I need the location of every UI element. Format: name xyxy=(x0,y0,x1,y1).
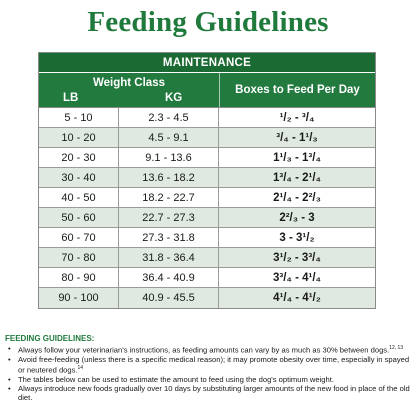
table-row: 80 - 90 36.4 - 40.9 3³/₄ - 4¹/₄ xyxy=(39,268,375,288)
table-row: 60 - 70 27.3 - 31.8 3 - 3¹/₂ xyxy=(39,228,375,248)
kg-cell: 4.5 - 9.1 xyxy=(119,128,219,147)
note-text: Avoid free-feeding (unless there is a sp… xyxy=(18,354,410,375)
note-text: The tables below can be used to estimate… xyxy=(18,374,334,384)
boxes-cell: 3 - 3¹/₂ xyxy=(279,231,315,244)
note-item: Always introduce new foods gradually ove… xyxy=(5,384,413,402)
lb-cell: 70 - 80 xyxy=(39,248,119,267)
lb-cell: 30 - 40 xyxy=(39,168,119,187)
note-reference: 12, 13 xyxy=(389,345,404,352)
kg-cell: 27.3 - 31.8 xyxy=(119,228,219,247)
table-band-maintenance: MAINTENANCE xyxy=(39,53,375,73)
kg-cell: 31.8 - 36.4 xyxy=(119,248,219,267)
feeding-notes: FEEDING GUIDELINES: Always follow your v… xyxy=(5,334,413,402)
boxes-cell: ³/₄ - 1¹/₃ xyxy=(276,131,318,144)
table-row: 90 - 100 40.9 - 45.5 4¹/₄ - 4¹/₂ xyxy=(39,288,375,308)
boxes-cell: 2¹/₄ - 2²/₃ xyxy=(273,191,321,204)
lb-cell: 40 - 50 xyxy=(39,188,119,207)
kg-cell: 22.7 - 27.3 xyxy=(119,208,219,227)
lb-cell: 90 - 100 xyxy=(39,288,119,308)
table-row: 5 - 10 2.3 - 4.5 ¹/₂ - ³/₄ xyxy=(39,108,375,128)
feeding-table: MAINTENANCE Weight Class LB KG Boxes to … xyxy=(38,52,376,309)
kg-cell: 36.4 - 40.9 xyxy=(119,268,219,287)
table-row: 70 - 80 31.8 - 36.4 3¹/₂ - 3³/₄ xyxy=(39,248,375,268)
lb-cell: 20 - 30 xyxy=(39,148,119,167)
lb-cell: 5 - 10 xyxy=(39,108,119,127)
note-reference: 14 xyxy=(77,365,84,372)
boxes-cell: ¹/₂ - ³/₄ xyxy=(279,111,315,124)
lb-cell: 60 - 70 xyxy=(39,228,119,247)
lb-header: LB xyxy=(63,92,79,104)
note-item: The tables below can be used to estimate… xyxy=(5,375,413,384)
kg-cell: 9.1 - 13.6 xyxy=(119,148,219,167)
boxes-cell: 1¹/₃ - 1³/₄ xyxy=(273,151,321,164)
boxes-cell: 4¹/₄ - 4¹/₂ xyxy=(273,292,321,304)
note-text: Always follow your veterinarian's instru… xyxy=(18,345,390,355)
boxes-cell: 1³/₄ - 2¹/₄ xyxy=(272,171,322,184)
weight-class-header: Weight Class xyxy=(93,77,165,89)
note-text: Always introduce new foods gradually ove… xyxy=(18,384,410,403)
table-row: 30 - 40 13.6 - 18.2 1³/₄ - 2¹/₄ xyxy=(39,168,375,188)
lb-cell: 50 - 60 xyxy=(39,208,119,227)
table-row: 20 - 30 9.1 - 13.6 1¹/₃ - 1³/₄ xyxy=(39,148,375,168)
table-row: 10 - 20 4.5 - 9.1 ³/₄ - 1¹/₃ xyxy=(39,128,375,148)
note-item: Avoid free-feeding (unless there is a sp… xyxy=(5,355,413,375)
table-row: 50 - 60 22.7 - 27.3 2²/₃ - 3 xyxy=(39,208,375,228)
table-header: Weight Class LB KG Boxes to Feed Per Day xyxy=(39,73,375,108)
table-body: 5 - 10 2.3 - 4.5 ¹/₂ - ³/₄ 10 - 20 4.5 - 9.1… xyxy=(39,108,375,308)
lb-cell: 80 - 90 xyxy=(39,268,119,287)
notes-list: Always follow your veterinarian's instru… xyxy=(5,344,413,402)
table-row: 40 - 50 18.2 - 22.7 2¹/₄ - 2²/₃ xyxy=(39,188,375,208)
header-divider xyxy=(219,73,220,107)
notes-heading: FEEDING GUIDELINES: xyxy=(5,334,95,343)
kg-cell: 40.9 - 45.5 xyxy=(119,288,219,308)
lb-cell: 10 - 20 xyxy=(39,128,119,147)
kg-cell: 2.3 - 4.5 xyxy=(119,108,219,127)
note-item: Always follow your veterinarian's instru… xyxy=(5,344,413,355)
kg-cell: 13.6 - 18.2 xyxy=(119,168,219,187)
kg-cell: 18.2 - 22.7 xyxy=(119,188,219,207)
boxes-header: Boxes to Feed Per Day xyxy=(235,84,360,96)
kg-header: KG xyxy=(165,92,183,104)
page-title: Feeding Guidelines xyxy=(87,6,329,38)
boxes-cell: 3¹/₂ - 3³/₄ xyxy=(273,251,321,264)
boxes-cell: 3³/₄ - 4¹/₄ xyxy=(272,271,322,284)
boxes-cell: 2²/₃ - 3 xyxy=(279,211,315,224)
